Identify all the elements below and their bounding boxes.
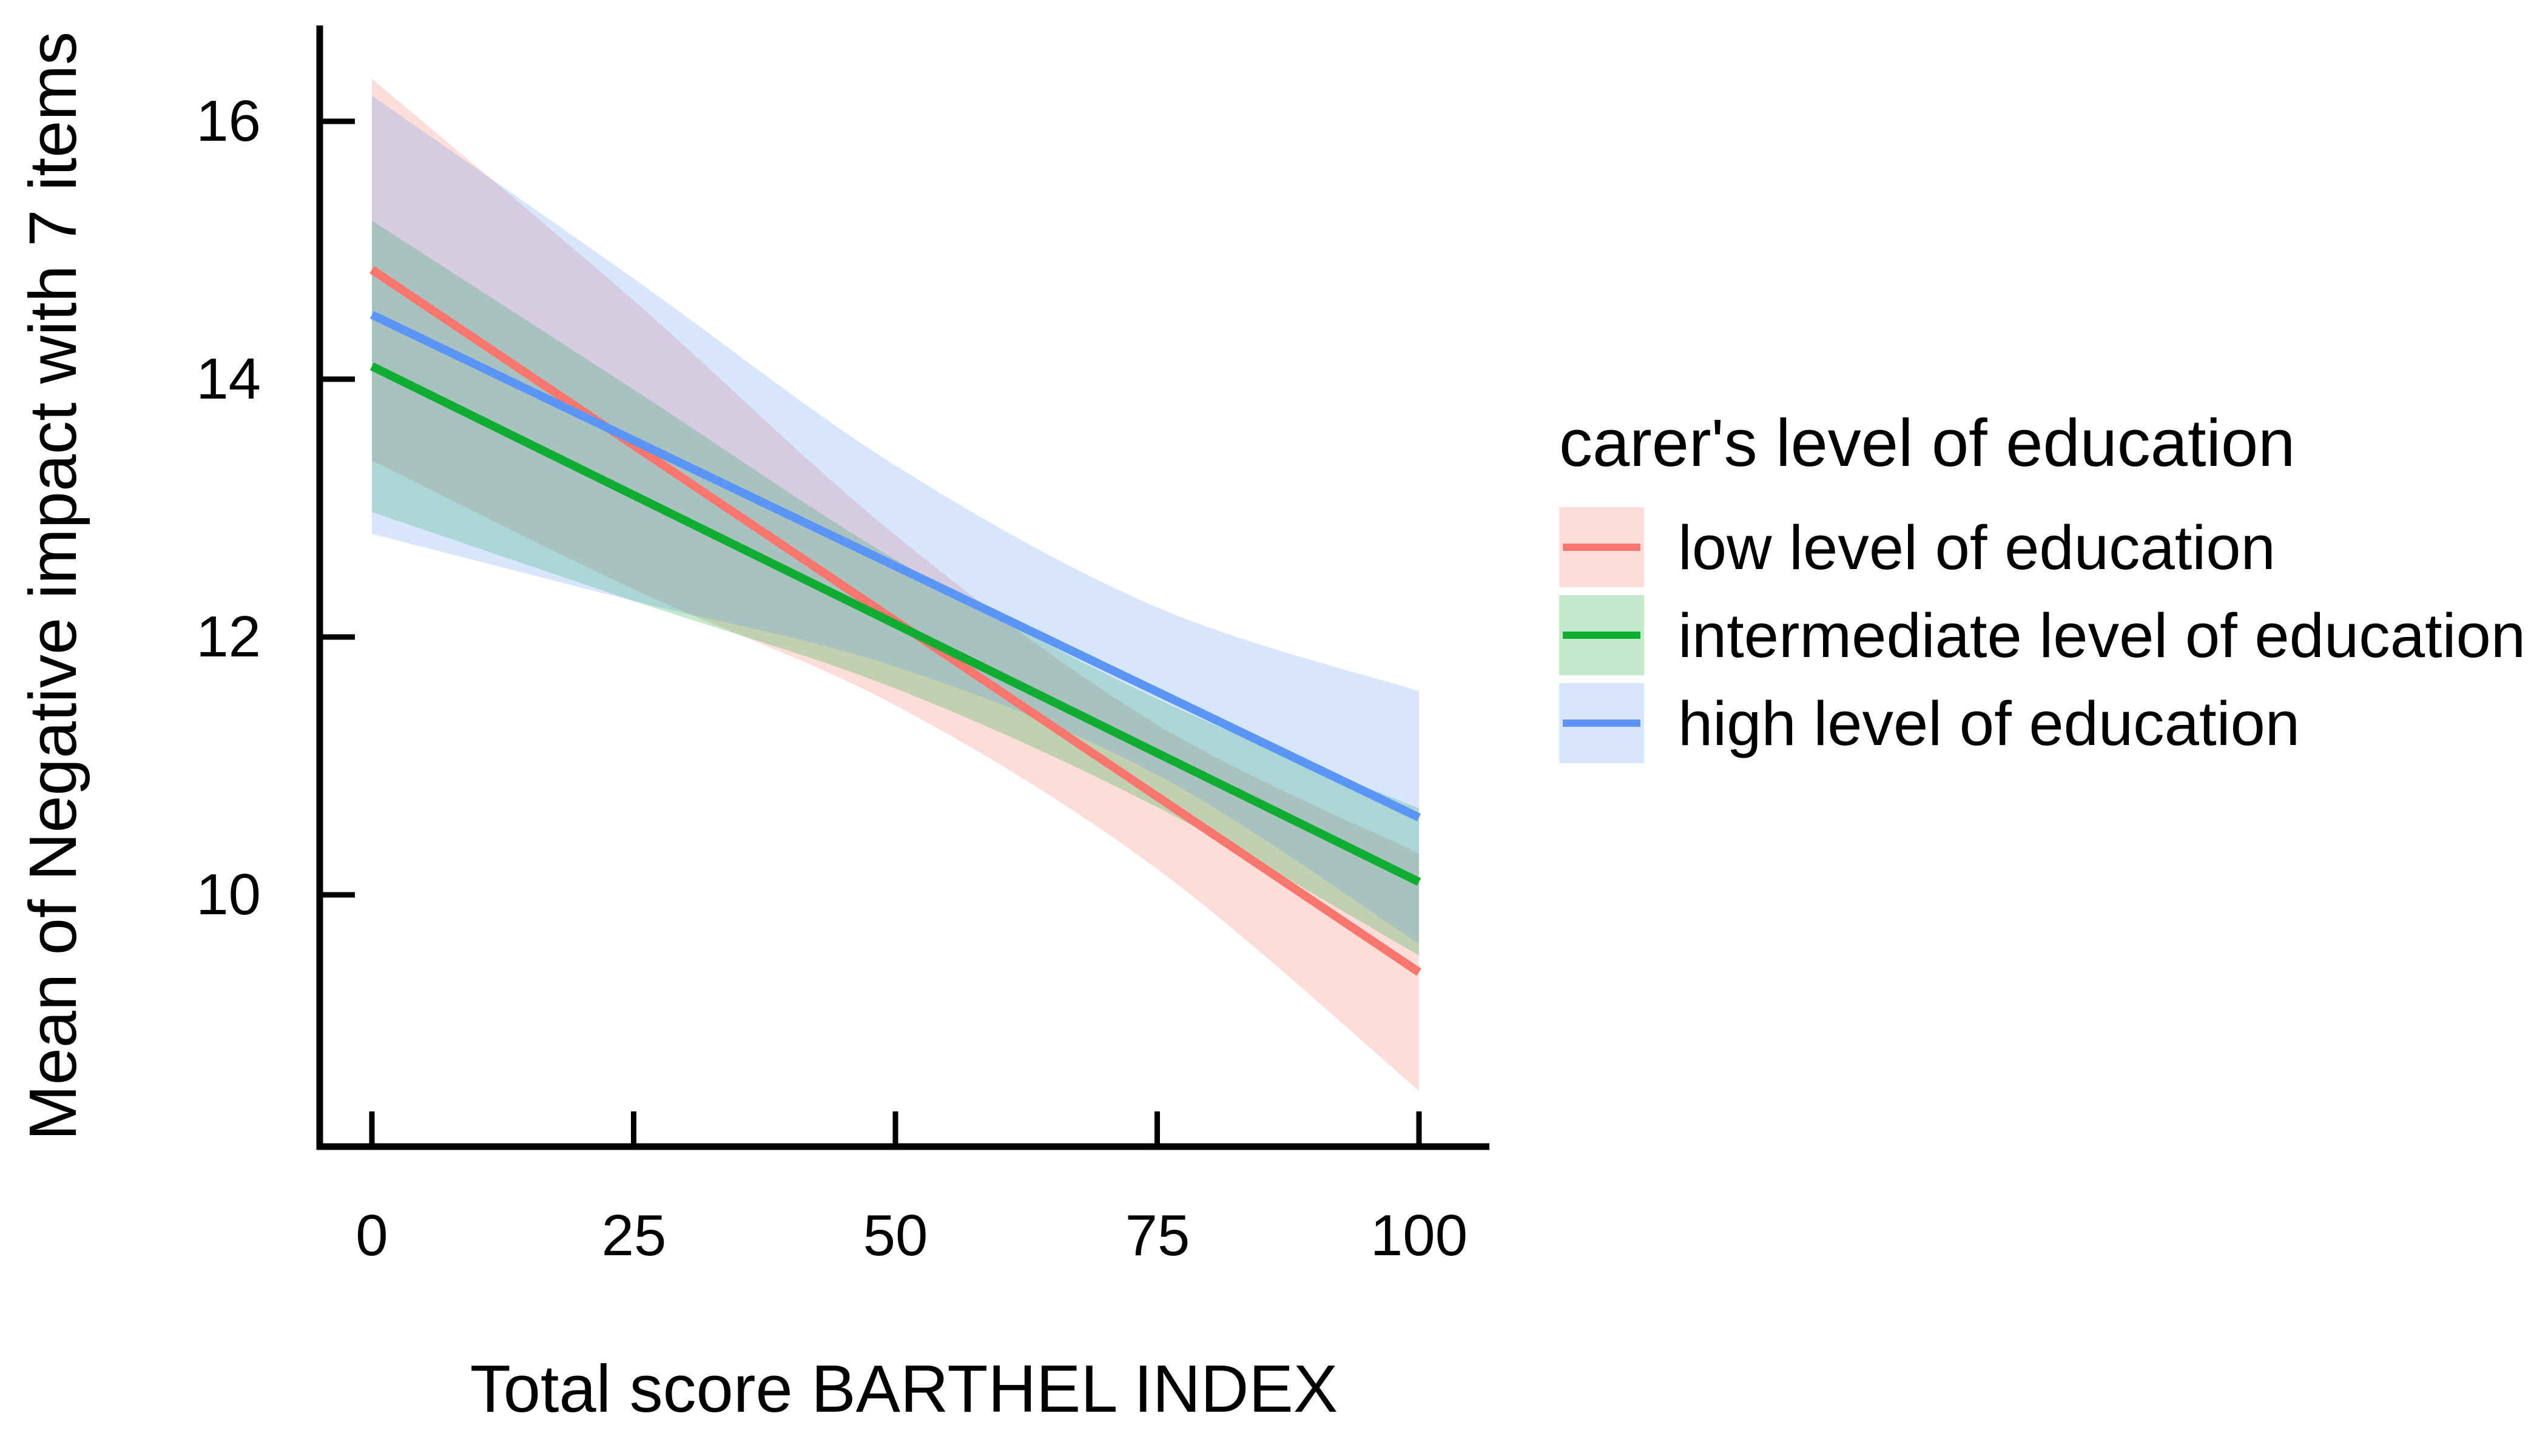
x-tick-label: 50 xyxy=(863,1203,928,1268)
legend-key-line-high xyxy=(1563,720,1640,727)
legend-key-high xyxy=(1559,683,1644,763)
line-high xyxy=(369,311,1421,821)
y-tick-label: 10 xyxy=(196,862,261,927)
ribbon-intermediate xyxy=(372,220,1419,956)
legend-label-low: low level of education xyxy=(1678,513,2276,582)
legend-key-intermediate xyxy=(1559,595,1644,675)
x-tick-label: 100 xyxy=(1370,1203,1468,1268)
legend-label-high: high level of education xyxy=(1678,689,2300,758)
line-intermediate xyxy=(369,362,1421,886)
y-tick-label: 14 xyxy=(196,346,261,411)
x-tick-label: 25 xyxy=(601,1203,667,1268)
y-tick-label: 16 xyxy=(196,89,261,153)
legend-key-line-low xyxy=(1563,544,1640,551)
legend-key-line-intermediate xyxy=(1563,632,1640,639)
x-axis-title: Total score BARTHEL INDEX xyxy=(470,1352,1338,1426)
ribbon-high xyxy=(372,95,1419,944)
ribbon-low xyxy=(372,78,1419,1091)
legend-label-intermediate: intermediate level of education xyxy=(1678,601,2526,670)
y-axis-title: Mean of Negative impact with 7 items xyxy=(16,32,90,1141)
legend-key-low xyxy=(1559,507,1644,587)
legend-title: carer's level of education xyxy=(1559,406,2296,480)
x-tick-label: 0 xyxy=(356,1203,388,1268)
y-tick-label: 12 xyxy=(196,604,261,669)
x-tick-label: 75 xyxy=(1125,1203,1190,1268)
